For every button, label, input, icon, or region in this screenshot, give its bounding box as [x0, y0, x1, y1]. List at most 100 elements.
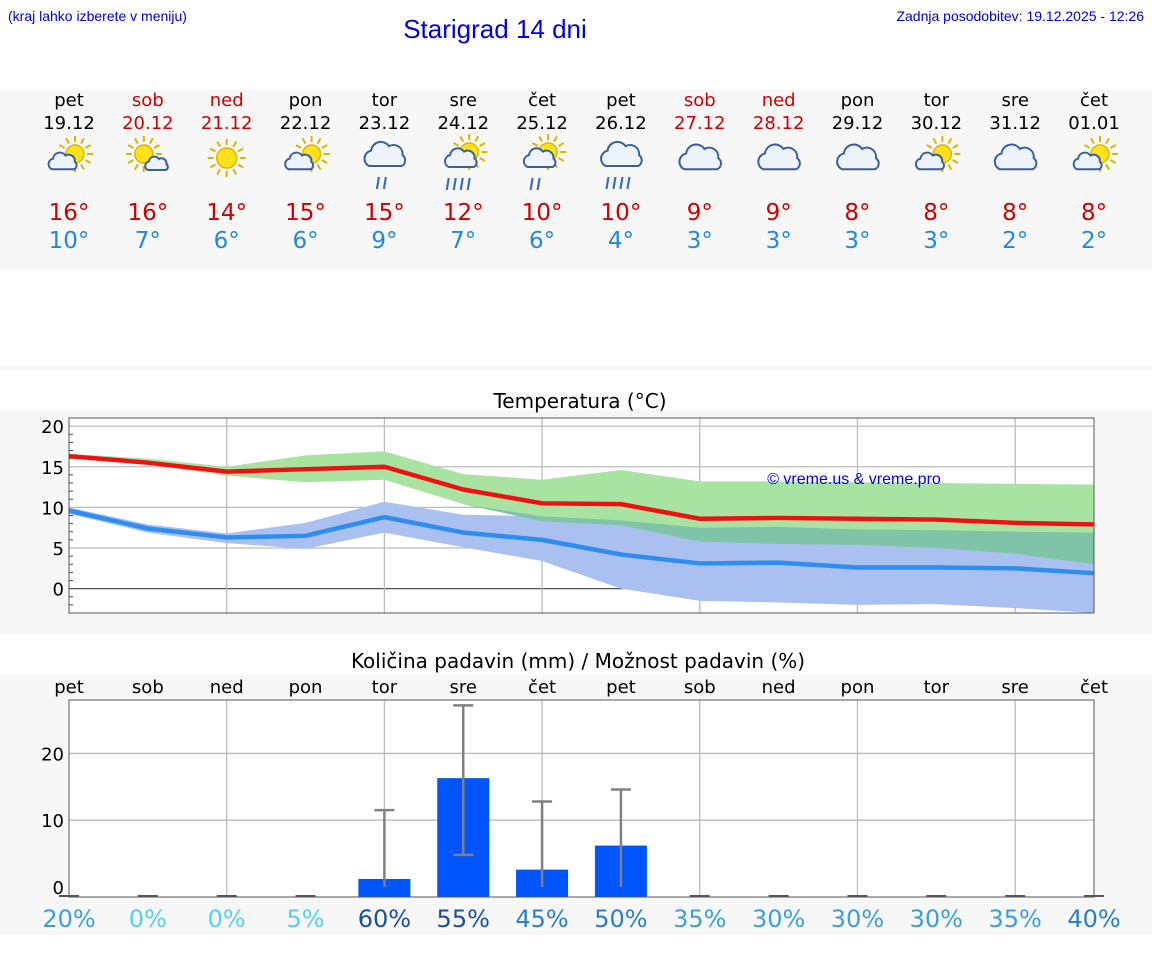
forecast-max-temp: 10°	[522, 200, 563, 226]
page-title: Starigrad 14 dni	[403, 14, 587, 44]
sun-ray	[301, 137, 307, 145]
forecast-weekday: čet	[1080, 90, 1108, 111]
precip-probability-label: 40%	[1067, 905, 1120, 933]
sun-ray	[952, 144, 959, 149]
forecast-min-temp: 7°	[450, 228, 476, 254]
sun-ray	[1090, 137, 1095, 145]
rain-drop	[445, 177, 450, 191]
cloud-heavy-rain-icon	[600, 140, 643, 190]
forecast-max-temp: 12°	[443, 200, 484, 226]
sun-ray	[932, 137, 938, 145]
forecast-max-temp: 8°	[1002, 200, 1028, 226]
precip-day-label: ned	[210, 677, 244, 698]
rain-drop	[459, 177, 464, 191]
precip-probability-label: 55%	[437, 905, 490, 933]
precip-probability-label: 30%	[752, 905, 805, 933]
y-tick-label: 10	[41, 811, 64, 832]
sun-ray	[479, 142, 486, 147]
forecast-weekday: tor	[372, 90, 398, 111]
precip-day-label: pet	[54, 677, 84, 698]
forecast-weekday: pet	[54, 90, 84, 111]
sun-ray	[209, 163, 216, 169]
sun-ray	[84, 159, 92, 164]
sun-disc	[215, 147, 238, 169]
forecast-max-temp: 9°	[687, 200, 713, 226]
forecast-date: 29.12	[832, 113, 884, 134]
forecast-min-temp: 9°	[371, 228, 397, 254]
menu-hint: (kraj lahko izberete v meniju)	[8, 8, 187, 24]
plot-frame	[68, 699, 1095, 898]
precip-day-label: sre	[449, 677, 476, 698]
sun-ray	[153, 144, 160, 149]
cloud-shape	[144, 155, 169, 171]
y-tick-label: 15	[41, 458, 64, 479]
forecast-weekday: pet	[606, 90, 636, 111]
partly-sunny-icon	[47, 136, 93, 172]
forecast-date: 23.12	[359, 113, 411, 134]
overlap-range-band	[69, 458, 1094, 565]
sun-ray	[947, 137, 953, 145]
sun-ray	[84, 144, 92, 149]
forecast-date: 01.01	[1068, 113, 1120, 134]
forecast-weekday: sob	[132, 90, 164, 111]
precip-day-label: tor	[372, 677, 398, 698]
sun-ray	[1109, 144, 1117, 149]
sun-ray	[295, 144, 302, 149]
precip-probability-label: 30%	[831, 905, 884, 933]
copyright-watermark: © vreme.us & vreme.pro	[767, 471, 941, 488]
rain-drop	[605, 176, 610, 190]
precip-day-label: tor	[924, 677, 950, 698]
precip-day-label: sob	[132, 677, 164, 698]
forecast-max-temp: 8°	[923, 200, 949, 226]
sun-ray	[453, 142, 460, 147]
precip-probability-label: 20%	[42, 905, 95, 933]
rain-drop	[619, 176, 624, 190]
precip-probability-label: 35%	[673, 905, 726, 933]
precip-probability-label: 45%	[515, 905, 568, 933]
forecast-weekday: sob	[684, 90, 716, 111]
forecast-min-temp: 6°	[214, 228, 240, 254]
forecast-max-temp: 14°	[206, 200, 247, 226]
last-update: Zadnja posodobitev: 19.12.2025 - 12:26	[896, 8, 1144, 24]
rain-drop	[612, 176, 617, 190]
forecast-strip-background	[0, 90, 1152, 270]
precip-probability-label: 0%	[208, 905, 246, 933]
precip-chart-title: Količina padavin (mm) / Možnost padavin …	[351, 649, 805, 673]
sun-ray	[1105, 137, 1110, 145]
cloud-shape	[600, 140, 643, 167]
sun-ray	[459, 135, 465, 143]
forecast-min-temp: 2°	[1081, 228, 1107, 254]
forecast-max-temp: 8°	[844, 200, 870, 226]
precip-probability-label: 5%	[286, 905, 324, 933]
precip-bar	[358, 878, 411, 897]
y-tick-label: 20	[41, 417, 64, 438]
cloud-shape	[522, 147, 557, 168]
separator-band	[0, 365, 1152, 371]
sun-ray	[538, 135, 543, 143]
sun-ray	[232, 168, 238, 175]
max-temp-line	[68, 453, 1095, 527]
precipitation-chart: Količina padavin (mm) / Možnost padavin …	[41, 649, 1121, 933]
sun-ray	[148, 137, 154, 145]
sun-ray	[474, 135, 480, 143]
sun-ray	[926, 144, 933, 149]
sun-ray	[58, 144, 66, 149]
forecast-date: 27.12	[674, 113, 726, 134]
sun-ray	[479, 157, 486, 162]
forecast-date: 26.12	[595, 113, 647, 134]
rain-drop	[375, 176, 380, 190]
precip-probability-label: 30%	[910, 905, 963, 933]
forecast-weekday: pon	[841, 90, 875, 111]
temperature-chart: Temperatura (°C) 0 5 10 15 20 © vreme.us & vre…	[41, 389, 1095, 614]
sunny-icon	[207, 139, 246, 177]
sun-disc	[134, 144, 154, 164]
precip-probability-label: 50%	[594, 905, 647, 933]
sun-ray	[952, 159, 959, 164]
